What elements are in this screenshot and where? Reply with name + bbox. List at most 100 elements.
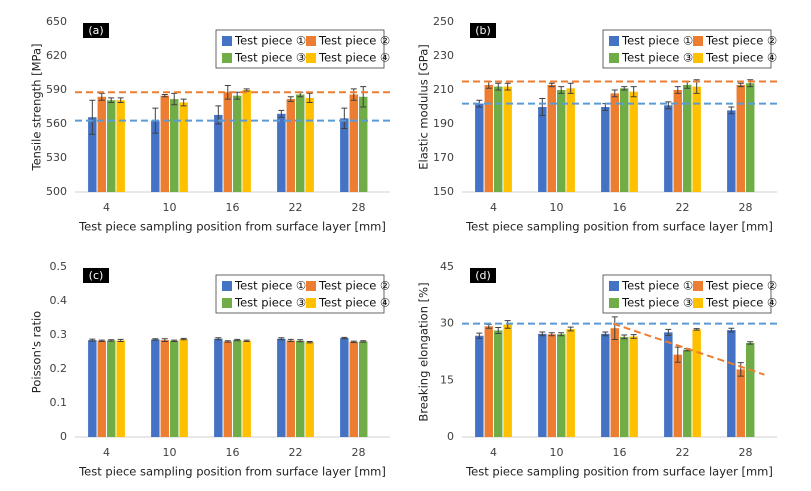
legend-box (602, 274, 772, 314)
legend-swatch (693, 298, 703, 308)
bar (277, 113, 286, 192)
panel-label-box (470, 268, 496, 283)
legend-swatch (693, 281, 703, 291)
bar (475, 103, 484, 192)
bar (673, 90, 682, 192)
bar (223, 92, 232, 192)
legend-label: Test piece ② (318, 279, 390, 293)
error-bar (495, 82, 502, 91)
bar (610, 328, 619, 437)
bar (349, 341, 358, 437)
bar (277, 338, 286, 437)
x-tick-label: 22 (289, 446, 303, 459)
x-tick-label: 4 (103, 446, 110, 459)
error-bar (108, 97, 115, 103)
error-bar (621, 334, 628, 340)
bar (664, 105, 673, 192)
bar (503, 324, 512, 437)
error-bar (98, 92, 105, 101)
y-tick-label: 0.5 (50, 260, 68, 273)
error-bar (117, 338, 124, 342)
error-bar (287, 96, 294, 102)
legend-box (215, 29, 385, 69)
bar (683, 349, 692, 437)
legend-label: Test piece ① (234, 279, 306, 293)
y-tick-label: 15 (440, 373, 454, 386)
error-bar (89, 338, 96, 342)
error-bar (98, 339, 105, 342)
error-bar (674, 86, 681, 94)
y-axis-label: Elastic modulus [GPa] (417, 44, 431, 170)
x-tick-label: 28 (739, 446, 753, 459)
bar (242, 340, 251, 437)
y-tick-label: 620 (46, 49, 67, 62)
legend-swatch (609, 298, 619, 308)
error-bar (630, 334, 637, 339)
error-bar (558, 332, 565, 337)
bar (349, 94, 358, 192)
legend-box (602, 29, 772, 69)
legend-label: Test piece ③ (234, 51, 306, 65)
bar (746, 83, 755, 192)
bar (116, 100, 125, 192)
error-bar (360, 340, 367, 343)
y-tick-label: 150 (433, 185, 454, 198)
bar (610, 93, 619, 192)
error-bar (360, 86, 367, 108)
legend-label: Test piece ④ (705, 296, 777, 310)
y-tick-label: 0 (60, 430, 67, 443)
error-bar (737, 362, 744, 377)
bar (170, 340, 179, 437)
bar (557, 334, 566, 437)
bar (107, 100, 116, 192)
bar (692, 86, 701, 192)
error-bar (539, 98, 546, 116)
error-bar (297, 339, 304, 343)
error-bar (611, 316, 618, 341)
bar (151, 120, 160, 192)
bar (233, 95, 242, 192)
error-bar (161, 94, 168, 98)
bar (538, 107, 547, 192)
bar (727, 330, 736, 437)
bar (547, 84, 556, 192)
panel-label: (c) (89, 269, 104, 282)
x-tick-label: 4 (490, 201, 497, 214)
panel-label-box (83, 268, 109, 283)
bar (683, 84, 692, 192)
error-bar (152, 338, 159, 341)
error-bar (567, 82, 574, 94)
error-bar (539, 331, 546, 337)
legend-swatch (222, 298, 232, 308)
bar (160, 340, 169, 437)
bar (475, 335, 484, 437)
x-axis-label: Test piece sampling position from surfac… (78, 465, 386, 479)
error-bar (665, 101, 672, 110)
y-tick-label: 0.3 (50, 328, 68, 341)
bar (170, 99, 179, 192)
bar (620, 88, 629, 192)
x-axis-label: Test piece sampling position from surfac… (78, 220, 386, 234)
legend-swatch (306, 36, 316, 46)
bar (494, 330, 503, 437)
bar (538, 333, 547, 437)
x-tick-label: 16 (613, 446, 627, 459)
x-tick-label: 16 (226, 446, 240, 459)
error-bar (630, 86, 637, 98)
error-bar (224, 340, 231, 343)
legend-label: Test piece ② (705, 34, 777, 48)
bar (484, 326, 493, 437)
error-bar (108, 339, 115, 342)
bar (664, 332, 673, 437)
bar (547, 334, 556, 437)
legend-label: Test piece ② (318, 34, 390, 48)
error-bar (737, 82, 744, 88)
bar (305, 342, 314, 437)
bar (359, 341, 368, 437)
y-tick-label: 0.4 (50, 294, 68, 307)
y-tick-label: 650 (46, 15, 67, 28)
bar (494, 86, 503, 192)
bar (88, 117, 97, 192)
bar (305, 97, 314, 192)
